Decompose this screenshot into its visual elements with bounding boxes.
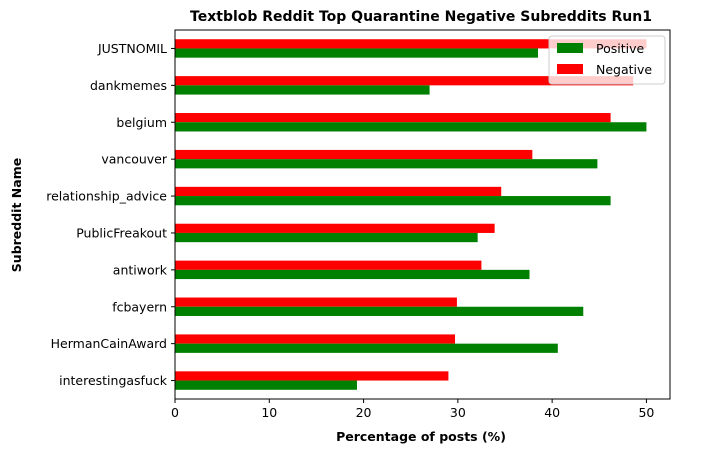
bar-negative-4: [175, 186, 502, 197]
bar-negative-1: [175, 76, 634, 86]
bar-positive-6: [175, 269, 530, 280]
y-tick-label: interestingasfuck: [59, 373, 168, 388]
y-tick-label: dankmemes: [90, 78, 167, 93]
legend-label-positive: Positive: [596, 41, 644, 56]
bar-positive-1: [175, 85, 430, 95]
y-tick-label: HermanCainAward: [51, 336, 167, 351]
bar-negative-2: [175, 113, 611, 123]
bars: [175, 39, 647, 390]
x-tick-label: 10: [261, 405, 277, 420]
y-tick-label: PublicFreakout: [76, 225, 167, 240]
axes: [174, 29, 671, 400]
bar-positive-5: [175, 232, 478, 243]
bar-negative-6: [175, 260, 482, 270]
bar-negative-3: [175, 149, 533, 160]
y-tick-label: relationship_advice: [46, 189, 167, 204]
bar-negative-0: [175, 39, 647, 49]
y-tick-label: antiwork: [113, 262, 168, 277]
bar-positive-0: [175, 48, 538, 58]
x-tick-label: 0: [171, 405, 179, 420]
x-tick-label: 50: [638, 405, 654, 420]
legend: Positive Negative: [548, 35, 666, 85]
x-tick-label: 40: [544, 405, 560, 420]
legend-swatch-negative: [557, 64, 583, 74]
y-ticks: JUSTNOMIL dankmemes belgium vancouver relati…: [46, 41, 175, 388]
bar-positive-7: [175, 306, 584, 316]
bar-negative-9: [175, 371, 449, 381]
bar-positive-4: [175, 196, 611, 206]
bar-positive-3: [175, 159, 598, 169]
x-tick-label: 20: [356, 405, 372, 420]
chart-title: Textblob Reddit Top Quarantine Negative …: [190, 9, 652, 25]
y-tick-label: belgium: [116, 115, 167, 130]
x-axis-label: Percentage of posts (%): [336, 429, 506, 444]
bar-negative-7: [175, 297, 457, 307]
legend-swatch-positive: [557, 43, 583, 53]
y-tick-label: JUSTNOMIL: [97, 41, 167, 56]
legend-label-negative: Negative: [596, 62, 652, 77]
y-axis-label: Subreddit Name: [9, 158, 24, 272]
bar-positive-2: [175, 122, 647, 132]
bar-negative-8: [175, 334, 456, 344]
bar-negative-5: [175, 223, 495, 233]
y-tick-label: vancouver: [101, 152, 168, 167]
y-tick-label: fcbayern: [112, 299, 167, 314]
bar-positive-9: [175, 380, 357, 390]
x-ticks: 0 10 20 30 40 50: [171, 399, 654, 420]
plot-frame: [174, 29, 671, 400]
bar-positive-8: [175, 343, 558, 353]
x-tick-label: 30: [450, 405, 466, 420]
